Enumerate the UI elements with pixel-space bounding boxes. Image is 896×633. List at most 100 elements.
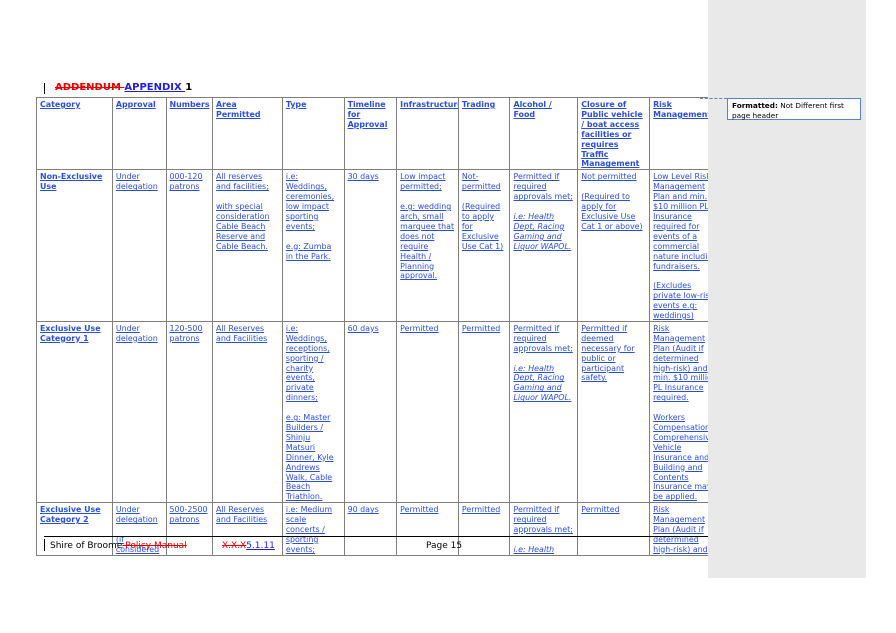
- timeline-text: 60 days: [347, 323, 379, 333]
- header-approval: Approval: [111, 96, 167, 171]
- timeline-text: 30 days: [347, 172, 379, 182]
- cell-closure: Permitted: [577, 502, 651, 556]
- closure-text: Permitted if deemed necessary for public…: [581, 323, 635, 383]
- category-text: Exclusive Use Category 1: [40, 323, 101, 343]
- risk-text: Low Level Risk Management Plan and min. …: [653, 172, 718, 321]
- area-text: All reserves and facilities; with specia…: [216, 172, 270, 251]
- type-text: i.e: Weddings, ceremonies, low impact sp…: [285, 172, 335, 261]
- alcohol-text: Permitted if required approvals met; i.e…: [513, 505, 574, 554]
- alcohol-approvals: Permitted if required approvals met;: [513, 172, 573, 202]
- cell-type: i.e: Weddings, ceremonies, low impact sp…: [281, 169, 345, 322]
- infrastructure-text: Permitted: [400, 323, 439, 333]
- cell-alcohol: Permitted if required approvals met; i.e…: [509, 320, 579, 504]
- cell-closure: Not permitted (Required to apply for Exc…: [577, 169, 651, 322]
- comment-connector: [700, 98, 727, 99]
- table-header-row: Category Approval Numbers Area Permitted…: [36, 96, 722, 171]
- cell-area: All reserves and facilities; with specia…: [212, 169, 283, 322]
- area-text: All Reserves and Facilities: [216, 505, 268, 525]
- infrastructure-text: Permitted: [400, 505, 439, 515]
- comment-text: Not Different first page header: [732, 101, 844, 120]
- type-text: i.e: Medium scale concerts / sporting ev…: [285, 505, 333, 554]
- area-text: All Reserves and Facilities: [216, 323, 268, 343]
- cell-alcohol: Permitted if required approvals met; i.e…: [509, 502, 579, 556]
- header-alcohol-food: Alcohol / Food: [509, 96, 579, 171]
- approval-text: Under delegation (if considered: [115, 505, 160, 554]
- comment-label: Formatted:: [732, 101, 778, 110]
- approval-text: Under delegation: [115, 323, 158, 343]
- alcohol-text: Permitted if required approvals met; i.e…: [513, 172, 574, 251]
- type-text: i.e: Weddings, receptions, sporting / ch…: [285, 323, 334, 502]
- cell-numbers: 120-500 patrons: [165, 320, 214, 504]
- cell-approval: Under delegation (if considered: [111, 502, 167, 556]
- cell-area: All Reserves and Facilities: [212, 320, 283, 504]
- cell-trading: Not-permitted (Required to apply for Exc…: [457, 169, 511, 322]
- footer-ref: X.X.X5.1.11: [222, 541, 275, 551]
- header-timeline: Timeline for Approval: [343, 96, 398, 171]
- table-row: Exclusive Use Category 2 Under delegatio…: [36, 502, 722, 556]
- cell-numbers: 500-2500 patrons: [165, 502, 214, 556]
- events-table: Category Approval Numbers Area Permitted…: [36, 96, 722, 556]
- numbers-text: 000-120 patrons: [169, 172, 203, 192]
- cell-category: Exclusive Use Category 1: [36, 320, 113, 504]
- trading-text: Not-permitted (Required to apply for Exc…: [461, 172, 504, 251]
- change-bar: [44, 539, 45, 551]
- cell-approval: Under delegation: [111, 320, 167, 504]
- cell-infrastructure: Permitted: [396, 502, 459, 556]
- header-infrastructure: Infrastructure: [396, 96, 459, 171]
- alcohol-agencies: i.e: Health Dept, Racing Gaming and Liqu…: [513, 363, 572, 403]
- footer-org-name: Shire of Broome: [50, 541, 123, 551]
- cell-type: i.e: Medium scale concerts / sporting ev…: [281, 502, 345, 556]
- category-text: Exclusive Use Category 2: [40, 505, 101, 525]
- cell-category: Exclusive Use Category 2: [36, 502, 113, 556]
- cell-category: Non-Exclusive Use: [36, 169, 113, 322]
- cell-trading: Permitted: [457, 502, 511, 556]
- timeline-text: 90 days: [347, 505, 379, 515]
- footer-page-number: Page 15: [426, 541, 463, 551]
- cell-type: i.e: Weddings, receptions, sporting / ch…: [281, 320, 345, 504]
- risk-text: Risk Management Plan (Audit if determine…: [653, 323, 717, 502]
- document-page: ADDENDUM APPENDIX 1 Category Approval Nu…: [36, 82, 722, 556]
- cell-timeline: 60 days: [343, 320, 398, 504]
- header-type: Type: [281, 96, 345, 171]
- alcohol-approvals: Permitted if required approvals met;: [513, 505, 573, 535]
- cell-infrastructure: Permitted: [396, 320, 459, 504]
- comment-margin-pane: [708, 0, 866, 578]
- alcohol-approvals: Permitted if required approvals met;: [513, 323, 573, 353]
- header-area-permitted: Area Permitted: [212, 96, 283, 171]
- footer-rule: [44, 536, 708, 537]
- header-numbers: Numbers: [165, 96, 214, 171]
- closure-text: Permitted: [581, 505, 620, 515]
- heading-deleted-text: ADDENDUM: [55, 82, 125, 93]
- numbers-text: 120-500 patrons: [169, 323, 203, 343]
- cell-approval: Under delegation: [111, 169, 167, 322]
- footer-deleted-doc: Policy Manual: [122, 541, 187, 551]
- alcohol-agencies: i.e: Health Dept, Racing Gaming and Liqu…: [513, 211, 572, 251]
- alcohol-agencies: i.e: Health: [513, 544, 555, 554]
- header-trading: Trading: [457, 96, 511, 171]
- cell-alcohol: Permitted if required approvals met; i.e…: [509, 169, 579, 322]
- trading-text: Permitted: [461, 323, 501, 333]
- heading-inserted-text: APPENDIX: [124, 82, 186, 93]
- cell-infrastructure: Low impact permitted; e.g: wedding arch,…: [396, 169, 459, 322]
- change-bar: [44, 83, 45, 94]
- cell-timeline: 30 days: [343, 169, 398, 322]
- header-category: Category: [36, 96, 113, 171]
- cell-area: All Reserves and Facilities: [212, 502, 283, 556]
- numbers-text: 500-2500 patrons: [169, 505, 208, 525]
- closure-text: Not permitted (Required to apply for Exc…: [581, 172, 643, 231]
- risk-text: Risk Management Plan (Audit if determine…: [653, 505, 708, 554]
- cell-timeline: 90 days: [343, 502, 398, 556]
- category-text: Non-Exclusive Use: [40, 172, 103, 192]
- cell-trading: Permitted: [457, 320, 511, 504]
- header-closure: Closure of Public vehicle / boat access …: [577, 96, 651, 171]
- table-row: Non-Exclusive Use Under delegation 000-1…: [36, 169, 722, 322]
- footer-inserted-ref: 5.1.11: [246, 541, 275, 551]
- footer-deleted-ref: X.X.X: [222, 541, 247, 551]
- cell-closure: Permitted if deemed necessary for public…: [577, 320, 651, 504]
- infrastructure-text: Low impact permitted; e.g: wedding arch,…: [400, 172, 455, 281]
- alcohol-text: Permitted if required approvals met; i.e…: [513, 324, 574, 403]
- cell-numbers: 000-120 patrons: [165, 169, 214, 322]
- approval-text: Under delegation: [115, 172, 158, 192]
- trading-text: Permitted: [461, 505, 501, 515]
- formatting-comment[interactable]: Formatted: Not Different first page head…: [727, 98, 861, 120]
